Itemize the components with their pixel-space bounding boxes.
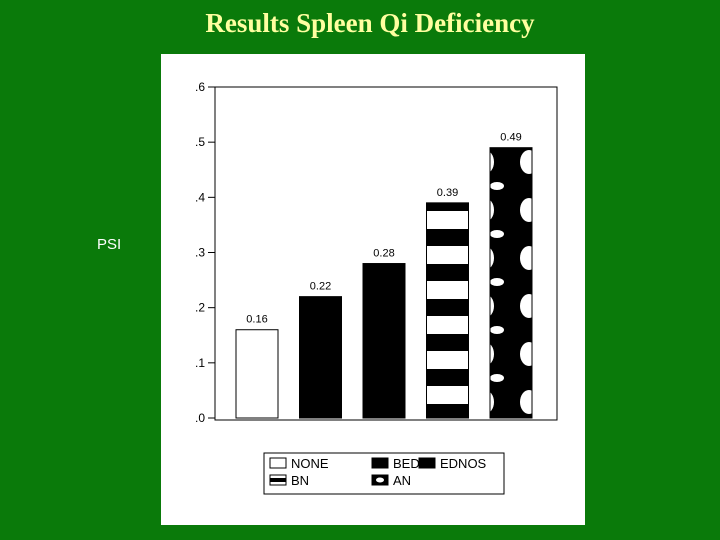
legend-swatch-none: [269, 457, 287, 469]
legend-swatch-dot: [376, 477, 384, 483]
data-label-an: 0.49: [500, 132, 521, 144]
legend: NONE BED EDNOS BN AN: [263, 452, 505, 495]
data-label-none: 0.16: [246, 314, 267, 326]
legend-label-an: AN: [393, 473, 411, 488]
y-tick-label: .1: [195, 356, 205, 370]
y-tick-label: .6: [195, 80, 205, 94]
data-label-bn: 0.39: [437, 187, 458, 199]
legend-label-bn: BN: [291, 473, 309, 488]
data-label-bed: 0.22: [310, 281, 331, 293]
y-tick-label: .0: [195, 411, 205, 425]
legend-swatch-ednos: [418, 457, 436, 469]
bar-bed: [299, 296, 342, 419]
slide-title: Results Spleen Qi Deficiency: [205, 8, 535, 38]
legend-swatch-bed: [371, 457, 389, 469]
y-tick-label: .4: [195, 190, 205, 204]
y-tick-label: .2: [195, 301, 205, 315]
y-axis-side-label: PSI: [97, 236, 122, 253]
y-tick-label: .3: [195, 246, 205, 260]
bar-an: [489, 147, 533, 419]
bar-chart: .0 .1 .2 .3 .4 .5 .6 0.16 0.22 0.28 0.39 0.49 NONE…: [195, 80, 558, 495]
bar-bn: [426, 202, 469, 419]
bar-ednos: [362, 263, 406, 419]
data-label-ednos: 0.28: [373, 248, 394, 260]
y-tick-label: .5: [195, 135, 205, 149]
legend-label-none: NONE: [291, 456, 329, 471]
bars: 0.16 0.22 0.28 0.39 0.49: [235, 132, 533, 419]
bar-none: [235, 329, 279, 419]
y-axis: .0 .1 .2 .3 .4 .5 .6: [195, 80, 215, 425]
chart-panel: .0 .1 .2 .3 .4 .5 .6 0.16 0.22 0.28 0.39 0.49 NONE…: [161, 54, 585, 525]
legend-swatch-bn: [269, 474, 287, 486]
legend-label-bed: BED: [393, 456, 420, 471]
legend-label-ednos: EDNOS: [440, 456, 487, 471]
